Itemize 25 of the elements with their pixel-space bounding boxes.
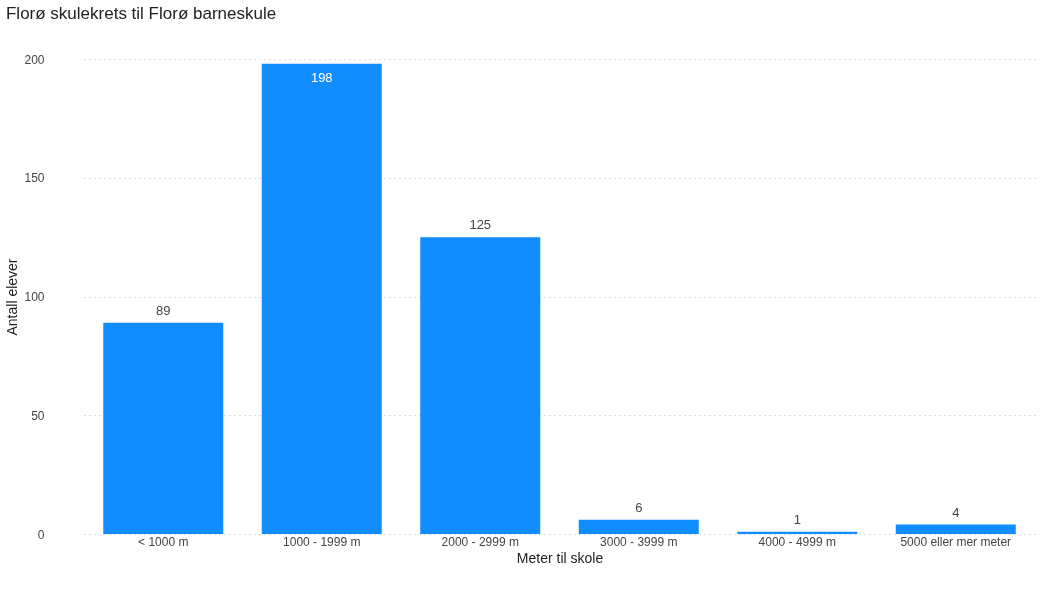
x-tick-label: 1000 - 1999 m [283,534,361,549]
bar [895,524,1016,534]
bar [578,519,699,534]
chart-title: Florø skulekrets til Florø barneskule [5,4,277,23]
data-label: 198 [310,69,333,85]
data-label: 1 [793,511,801,527]
data-label: 6 [635,499,643,515]
x-tick-label: 5000 eller mer meter [900,534,1012,549]
bar [103,322,224,534]
x-tick-label: < 1000 m [138,534,189,549]
y-tick-label: 200 [24,52,45,67]
x-axis-title: Meter til skole [516,549,604,566]
y-tick-label: 150 [24,171,45,186]
bar [420,237,541,534]
y-tick-label: 50 [31,408,45,423]
y-tick-label: 0 [37,527,45,542]
y-axis-title: Antall elever [4,258,21,336]
data-label: 125 [469,217,492,233]
bar [261,63,382,534]
data-label: 4 [952,504,960,520]
y-tick-label: 100 [24,290,45,304]
x-tick-label: 3000 - 3999 m [600,534,678,549]
data-label: 89 [156,302,171,318]
x-tick-label: 2000 - 2999 m [441,534,519,549]
x-tick-label: 4000 - 4999 m [758,534,836,549]
